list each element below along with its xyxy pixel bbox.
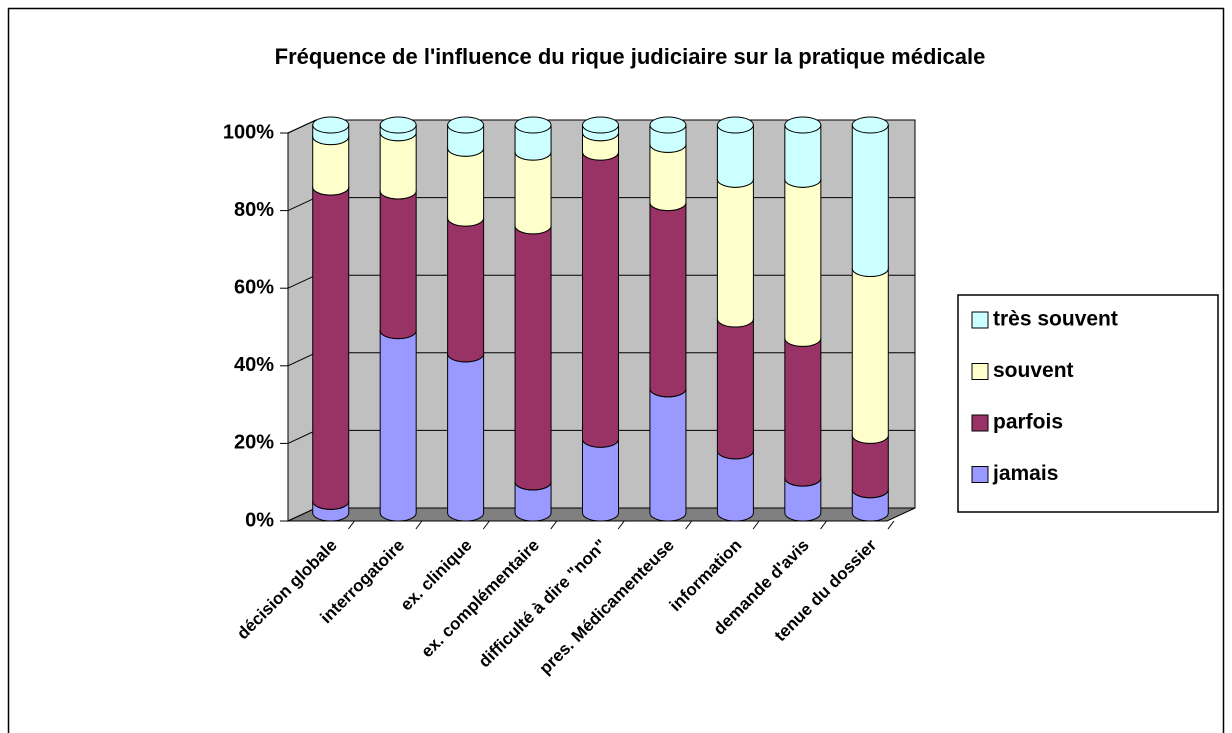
cylinder-body	[649, 143, 687, 212]
bar-segment	[716, 116, 754, 188]
legend-swatch	[971, 466, 989, 483]
cylinder-top	[379, 116, 417, 134]
cylinder-body	[379, 132, 417, 200]
cylinder-body	[851, 268, 889, 444]
cylinder-body	[447, 147, 485, 227]
y-tick-label: 20%	[234, 432, 274, 454]
cylinder-body	[851, 489, 889, 522]
cylinder-body	[514, 151, 552, 235]
x-tick	[887, 520, 895, 530]
bar-segment	[582, 143, 619, 448]
bar-segment	[312, 116, 350, 146]
cylinder-body	[851, 434, 889, 499]
cylinder-top	[649, 116, 687, 134]
cylinder-body	[447, 124, 485, 157]
bar-segment	[649, 380, 687, 522]
cylinder-body	[784, 337, 822, 487]
cylinder-top	[312, 116, 350, 134]
cylinder-body	[312, 136, 350, 196]
bar-segment	[379, 182, 417, 340]
cylinder-top	[716, 116, 754, 134]
cylinder-body	[514, 124, 552, 161]
x-tick	[752, 520, 760, 530]
cylinder-body	[716, 450, 754, 522]
chart-title: Fréquence de l'influence du rique judici…	[275, 44, 986, 69]
cylinder-body	[514, 225, 552, 491]
bar-segment	[514, 116, 552, 161]
y-tick-label: 60%	[234, 276, 274, 298]
legend-swatch	[971, 414, 989, 432]
cylinder-top	[514, 116, 552, 134]
cylinder-top	[784, 116, 822, 134]
bar-segment	[784, 329, 822, 487]
cylinder-body	[312, 186, 350, 510]
bar-segment	[851, 260, 889, 444]
cylinder-body	[379, 190, 417, 340]
bar-segment	[716, 310, 754, 460]
x-tick	[415, 520, 423, 530]
bar-segment	[447, 345, 485, 522]
y-tick-label: 100%	[223, 121, 274, 143]
legend	[957, 294, 1219, 513]
bar-segment	[716, 170, 754, 328]
x-tick	[820, 520, 827, 530]
cylinder-body	[716, 318, 754, 460]
legend-label: souvent	[993, 359, 1074, 382]
bar-segment	[379, 322, 417, 522]
cylinder-body	[582, 151, 619, 448]
cylinder-body	[784, 178, 822, 347]
cylinder-body	[784, 124, 822, 188]
cylinder-top	[851, 116, 889, 134]
cylinder-body	[447, 353, 485, 522]
x-tick	[482, 520, 490, 530]
bar-segment	[582, 116, 619, 142]
bar-segment	[447, 209, 485, 363]
cylinder-body	[514, 481, 552, 522]
bar-segment	[649, 116, 687, 153]
y-tick-label: 0%	[245, 509, 274, 531]
y-tick-label: 80%	[234, 199, 274, 221]
cylinder-body	[379, 330, 417, 522]
legend-label: très souvent	[993, 308, 1118, 331]
bar-segment	[312, 178, 350, 510]
x-tick	[685, 520, 693, 530]
bar-segment	[784, 116, 822, 188]
cylinder-top	[582, 116, 619, 134]
cylinder-body	[716, 178, 754, 328]
cylinder-body	[784, 477, 822, 522]
x-tick	[617, 520, 625, 530]
cylinder-body	[649, 202, 687, 398]
cylinder-body	[582, 438, 619, 522]
legend-label: parfois	[993, 411, 1063, 434]
bar-segment	[447, 116, 485, 157]
x-tick	[550, 520, 558, 530]
cylinder-body	[649, 388, 687, 522]
cylinder-body	[447, 217, 485, 363]
side-wall	[287, 119, 317, 522]
legend-swatch	[971, 311, 989, 329]
legend-label: jamais	[992, 462, 1058, 485]
cylinder-top	[447, 116, 485, 134]
legend-swatch	[971, 363, 989, 380]
bar-segment	[851, 116, 889, 278]
cylinder-body	[716, 124, 754, 188]
bar-segment	[379, 116, 417, 142]
bar-segment	[649, 194, 687, 398]
bar-segment	[514, 217, 552, 491]
bar-segment	[784, 170, 822, 347]
cylinder-body	[851, 124, 889, 278]
y-tick-label: 40%	[234, 354, 274, 376]
x-tick	[348, 520, 355, 530]
